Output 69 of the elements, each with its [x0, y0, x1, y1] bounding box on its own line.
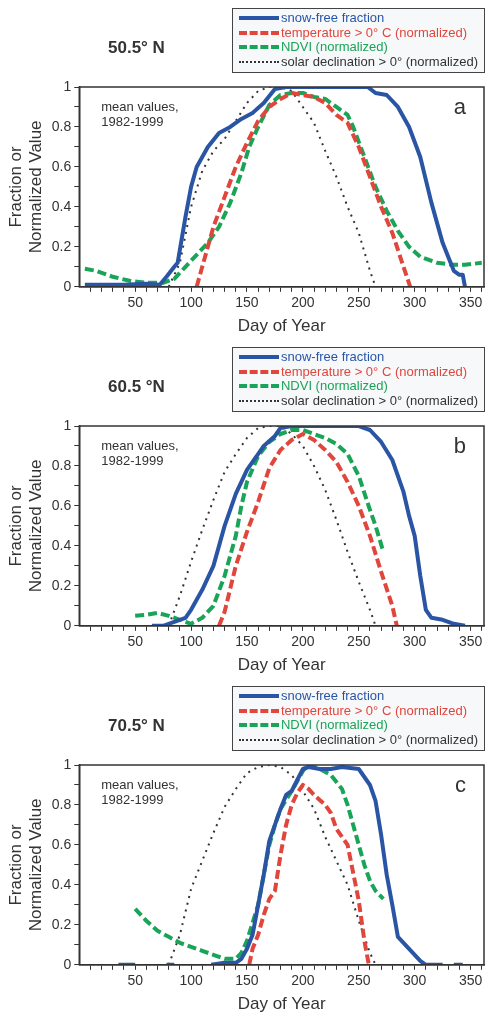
legend-label: temperature > 0° C (normalized) [280, 24, 468, 40]
x-tick-label: 150 [235, 294, 259, 311]
y-axis-title: Fraction or Normalized Value [5, 120, 46, 254]
legend-label: solar declination > 0° (normalized) [280, 392, 478, 408]
x-tick-label: 50 [127, 972, 144, 989]
x-tick-label: 150 [235, 633, 259, 650]
legend-label: solar declination > 0° (normalized) [280, 53, 478, 69]
line-series [194, 90, 413, 287]
x-tick-label: 350 [458, 972, 483, 989]
x-axis-title: Day of Year [237, 316, 326, 336]
x-tick-label: 150 [235, 972, 259, 989]
x-tick-label: 100 [179, 633, 203, 650]
chart-title: 60.5 °N [108, 377, 165, 397]
y-tick-label: 0.8 [51, 117, 72, 134]
legend-label: NDVI (normalized) [280, 717, 388, 733]
y-axis-title: Fraction or Normalized Value [5, 459, 46, 593]
annotation: mean values, 1982-1999 [101, 777, 179, 808]
x-tick-label: 200 [291, 633, 315, 650]
legend-label: NDVI (normalized) [280, 378, 388, 394]
y-tick-label: 1 [63, 416, 72, 433]
legend-label: temperature > 0° C (normalized) [280, 363, 468, 379]
x-tick-label: 100 [179, 972, 203, 989]
chart-title: 50.5° N [108, 38, 165, 58]
legend-label: snow-free fraction [280, 10, 385, 26]
x-tick-label: 300 [403, 633, 427, 650]
x-tick-label: 100 [179, 294, 203, 311]
x-axis-title: Day of Year [237, 655, 326, 675]
x-tick-label: 50 [127, 294, 144, 311]
legend-label: snow-free fraction [280, 349, 385, 365]
y-tick-label: 0 [63, 616, 72, 633]
x-tick-label: 250 [347, 633, 371, 650]
y-tick-label: 1 [63, 77, 72, 94]
chart-title: 70.5° N [108, 716, 165, 736]
annotation: a [453, 94, 467, 120]
y-tick-label: 0.8 [51, 456, 72, 473]
x-tick-label: 250 [347, 972, 371, 989]
y-tick-label: 1 [63, 755, 72, 772]
x-tick-label: 350 [458, 294, 483, 311]
x-axis-title: Day of Year [237, 994, 326, 1014]
y-tick-label: 0 [63, 955, 72, 972]
x-tick-label: 250 [347, 294, 371, 311]
y-tick-label: 0.2 [51, 576, 72, 593]
x-tick-label: 300 [403, 294, 427, 311]
line-series [217, 431, 399, 626]
x-tick-label: 200 [291, 972, 315, 989]
y-tick-label: 0.6 [51, 157, 72, 174]
legend-label: snow-free fraction [280, 688, 385, 704]
y-axis-title: Fraction or Normalized Value [5, 798, 46, 932]
y-tick-label: 0.2 [51, 915, 72, 932]
legend-label: NDVI (normalized) [280, 39, 388, 55]
x-tick-label: 200 [291, 294, 315, 311]
x-tick-label: 350 [458, 633, 483, 650]
line-series [247, 782, 371, 965]
legend-label: temperature > 0° C (normalized) [280, 702, 468, 718]
y-tick-label: 0.4 [51, 536, 72, 553]
legend-label: solar declination > 0° (normalized) [280, 731, 478, 747]
y-tick-label: 0.4 [51, 875, 72, 892]
annotation: mean values, 1982-1999 [101, 438, 179, 469]
y-tick-label: 0.6 [51, 496, 72, 513]
annotation: mean values, 1982-1999 [101, 99, 179, 130]
annotation: c [455, 772, 466, 798]
y-tick-label: 0.2 [51, 237, 72, 254]
y-tick-label: 0.6 [51, 835, 72, 852]
y-tick-label: 0.8 [51, 795, 72, 812]
y-tick-label: 0 [63, 277, 72, 294]
x-tick-label: 50 [127, 633, 144, 650]
annotation: b [453, 433, 466, 459]
x-tick-label: 300 [403, 972, 427, 989]
y-tick-label: 0.4 [51, 197, 72, 214]
